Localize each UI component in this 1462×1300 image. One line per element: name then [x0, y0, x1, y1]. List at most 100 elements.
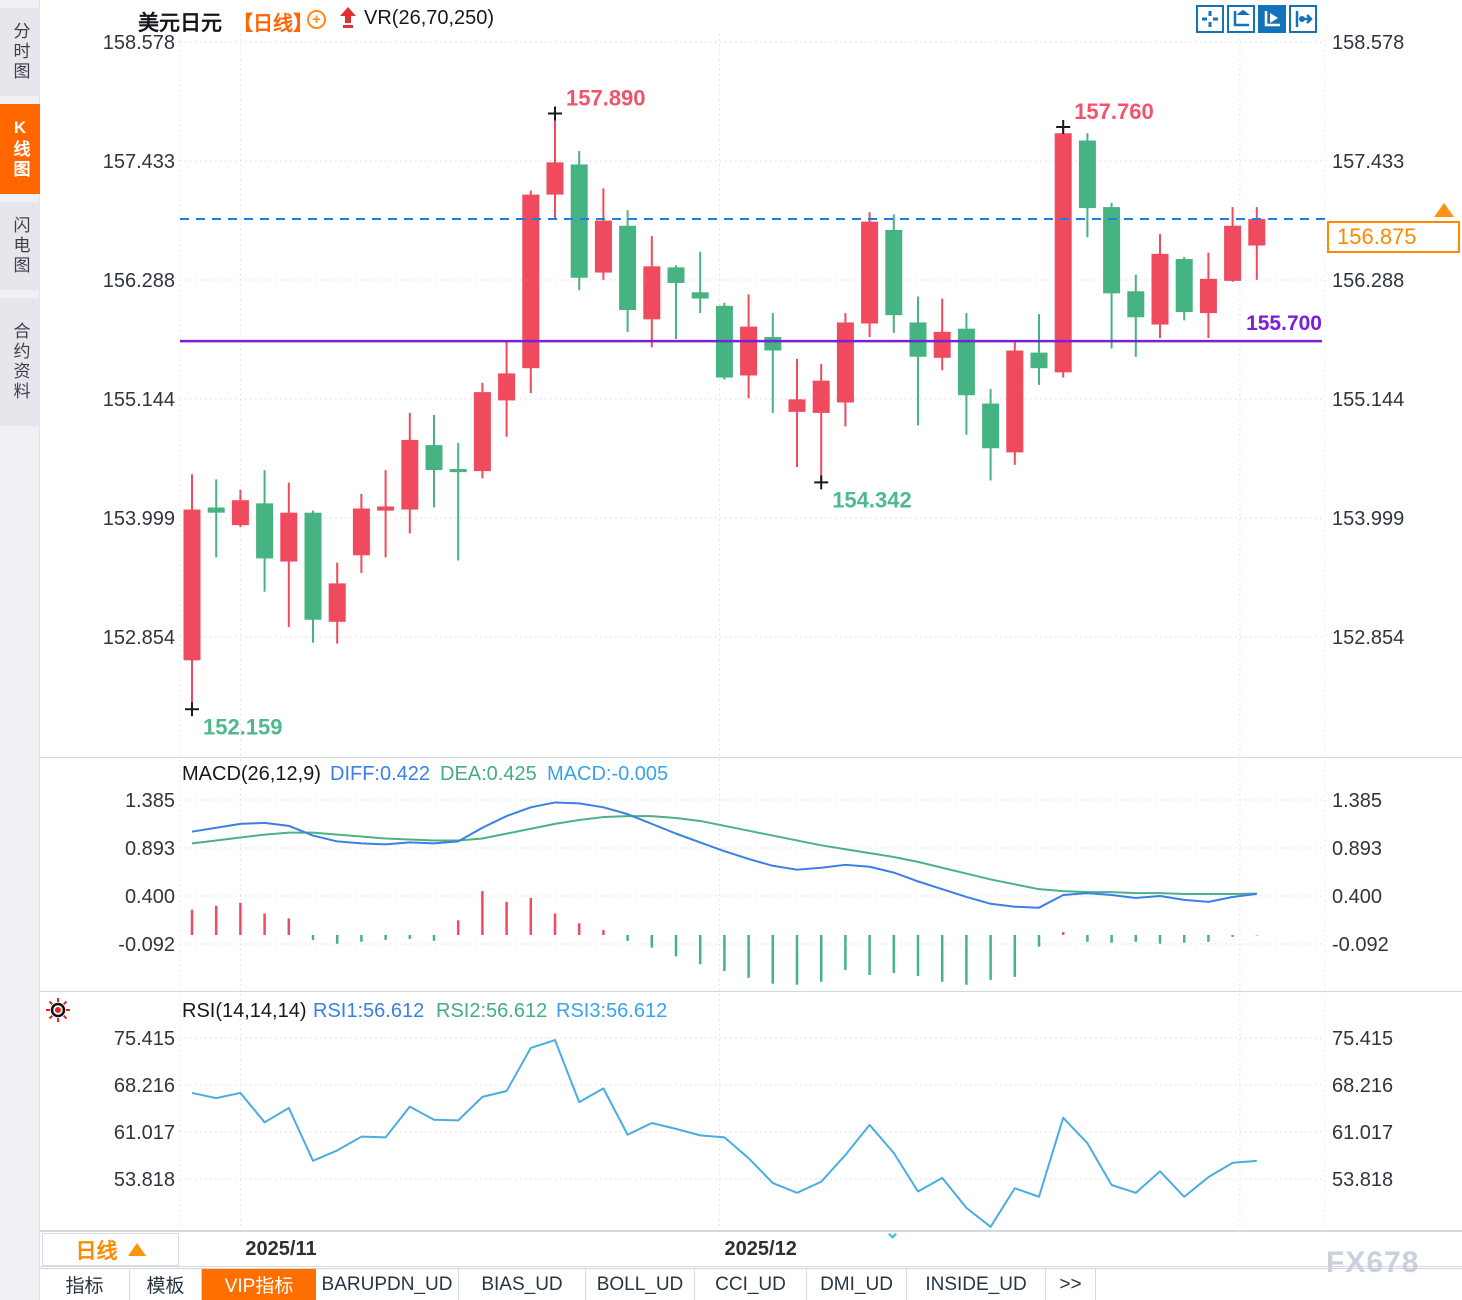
axis-tick-label: 0.400	[1332, 886, 1382, 908]
macd-diff-line	[191, 801, 1257, 909]
chart-type-sidebar: 分时图 K线图闪电图合约资料	[0, 0, 40, 1300]
candle-body	[836, 322, 854, 403]
indicator-settings-sun-icon[interactable]	[45, 997, 71, 1023]
candle-body	[522, 194, 540, 369]
candle-body	[1248, 219, 1266, 246]
rsi2-value: RSI2:56.612	[436, 1000, 548, 1022]
indicator-tab-BIAS_UD[interactable]: BIAS_UD	[459, 1269, 586, 1300]
axis-tick-label: 157.433	[103, 151, 175, 173]
symbol-title: 美元日元	[138, 12, 222, 35]
extreme-marker-icon	[185, 702, 199, 717]
axis-tick-label: 155.144	[1332, 389, 1404, 411]
candle-body	[256, 503, 274, 559]
add-indicator-icon[interactable]: +	[307, 10, 326, 29]
macd-diff-value: DIFF:0.422	[330, 763, 431, 785]
candle-body	[1224, 225, 1242, 281]
candle-body	[304, 512, 322, 620]
jump-to-latest-icon[interactable]	[1289, 5, 1317, 33]
candle-body	[788, 399, 806, 412]
macd-title: MACD(26,12,9)	[182, 763, 321, 785]
candle-body	[594, 220, 612, 273]
axis-tick-label: 152.854	[103, 627, 175, 649]
axis-tick-label: 61.017	[114, 1122, 175, 1144]
axis-tick-label: -0.092	[118, 934, 175, 956]
chart-toolbar	[1196, 5, 1317, 33]
candle-body	[643, 266, 661, 320]
candle-body	[231, 500, 249, 526]
low-price-annotation: 152.159	[203, 714, 283, 739]
candle-body	[352, 508, 370, 556]
sidebar-tab-timeline[interactable]: 分时图	[0, 8, 40, 96]
vr-indicator-label: VR(26,70,250)	[364, 7, 495, 29]
indicator-tab-BOLL_UD[interactable]: BOLL_UD	[586, 1269, 695, 1300]
axis-range-icon[interactable]	[1227, 5, 1255, 33]
candle-body	[691, 292, 709, 299]
price-up-arrow-icon	[1434, 203, 1454, 217]
candle-body	[812, 380, 830, 413]
candle-body	[909, 322, 927, 357]
axis-tick-label: 158.578	[1332, 32, 1404, 54]
rsi1-value: RSI1:56.612	[313, 1000, 425, 1022]
sidebar-tab-flash[interactable]: 闪电图	[0, 202, 40, 290]
candle-body	[328, 583, 346, 622]
candle-body	[377, 506, 395, 511]
candle-body	[546, 162, 564, 195]
sidebar-tab-kline[interactable]: K线图	[0, 104, 40, 194]
indicator-tab-DMI_UD[interactable]: DMI_UD	[807, 1269, 907, 1300]
candlestick-chart[interactable]: 158.578 158.578 157.433 157.433 156.288 156.2…	[40, 0, 1462, 1232]
indicator-tab-指标[interactable]: 指标	[40, 1269, 130, 1300]
pan-cross-icon[interactable]	[1196, 5, 1224, 33]
indicator-tab-INSIDE_UD[interactable]: INSIDE_UD	[907, 1269, 1046, 1300]
candle-body	[861, 221, 879, 324]
rsi-line	[191, 1039, 1257, 1228]
axis-tick-label: 68.216	[114, 1075, 175, 1097]
time-axis-row: 日线 ⌄ 2025/11 2025/12	[40, 1222, 1462, 1267]
current-price-box: 156.875	[1327, 221, 1460, 253]
date-axis-label: 2025/12	[724, 1238, 797, 1260]
candle-body	[1127, 291, 1145, 318]
candle-body	[1030, 352, 1048, 369]
axis-tick-label: 68.216	[1332, 1075, 1393, 1097]
indicator-tab-CCI_UD[interactable]: CCI_UD	[695, 1269, 807, 1300]
macd-value: MACD:-0.005	[547, 763, 669, 785]
axis-tick-label: 75.415	[114, 1028, 175, 1050]
candle-body	[1103, 207, 1121, 294]
axis-tick-label: 152.854	[1332, 627, 1404, 649]
low-price-annotation: 154.342	[832, 487, 912, 512]
rsi-title: RSI(14,14,14)	[182, 1000, 307, 1022]
indicator-tab-BARUPDN_UD[interactable]: BARUPDN_UD	[316, 1269, 459, 1300]
extreme-marker-icon	[548, 106, 562, 121]
macd-dea-line	[191, 815, 1257, 896]
axis-tick-label: 156.288	[103, 270, 175, 292]
axis-tick-label: 0.400	[125, 886, 175, 908]
candle-body	[740, 326, 758, 376]
period-selector[interactable]: 日线	[42, 1233, 179, 1266]
period-tag[interactable]: 【日线】	[233, 13, 313, 35]
triangle-up-icon	[127, 1243, 146, 1256]
candle-body	[1006, 350, 1024, 453]
candle-body	[933, 331, 951, 358]
high-price-annotation: 157.760	[1074, 99, 1154, 124]
sidebar-tab-contract-info[interactable]: 合约资料	[0, 298, 40, 426]
extreme-marker-icon	[814, 475, 829, 490]
candle-body	[1078, 140, 1096, 209]
axis-tick-label: 53.818	[114, 1169, 175, 1191]
auto-scale-icon[interactable]	[1258, 5, 1286, 33]
axis-tick-label: 75.415	[1332, 1028, 1393, 1050]
axis-marker-icon: ⌄	[885, 1222, 901, 1242]
more-tabs-button[interactable]: >>	[1046, 1269, 1096, 1300]
axis-tick-label: 61.017	[1332, 1122, 1393, 1144]
high-price-annotation: 157.890	[566, 86, 646, 111]
indicator-tab-bar: 指标 模板 VIP指标 BARUPDN_UD BIAS_UD BOLL_UD CCI_UD D…	[40, 1268, 1462, 1300]
candle-body	[1199, 278, 1217, 314]
indicator-tab-模板[interactable]: 模板	[130, 1269, 202, 1300]
axis-tick-label: 156.288	[1332, 270, 1404, 292]
support-line-label: 155.700	[1246, 312, 1322, 335]
indicator-tab-VIP指标[interactable]: VIP指标	[202, 1269, 316, 1300]
candle-body	[498, 373, 516, 401]
up-arrow-icon	[340, 7, 356, 28]
axis-tick-label: -0.092	[1332, 934, 1389, 956]
axis-tick-label: 155.144	[103, 389, 175, 411]
candle-body	[449, 469, 467, 473]
